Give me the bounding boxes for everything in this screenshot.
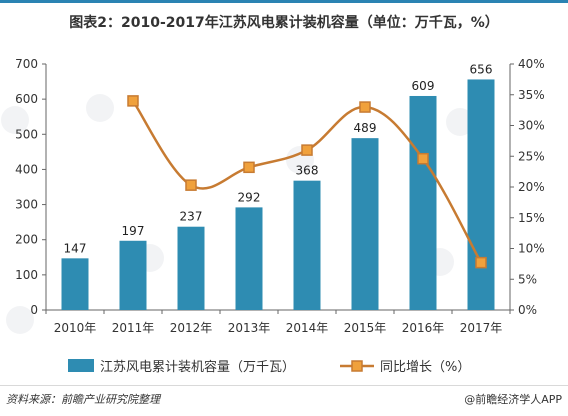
growth-marker xyxy=(185,179,197,191)
bar-data-label: 197 xyxy=(122,224,145,238)
x-tick-label: 2013年 xyxy=(228,321,271,335)
right-tick-label: 35% xyxy=(518,88,545,102)
bar-data-label: 237 xyxy=(180,210,203,224)
x-tick-label: 2017年 xyxy=(460,321,503,335)
bar xyxy=(177,226,205,310)
right-tick-label: 0% xyxy=(518,303,537,317)
bar-data-label: 489 xyxy=(354,121,377,135)
watermark-logo-icon xyxy=(86,94,114,122)
x-tick-label: 2016年 xyxy=(402,321,445,335)
bar xyxy=(293,180,321,310)
bar xyxy=(409,95,437,310)
chart-title: 图表2：2010-2017年江苏风电累计装机容量（单位：万千瓦，%） xyxy=(69,15,499,31)
left-tick-label: 700 xyxy=(15,57,38,71)
left-tick-label: 0 xyxy=(30,303,38,317)
x-tick-label: 2012年 xyxy=(170,321,213,335)
bar xyxy=(467,79,495,310)
right-tick-label: 20% xyxy=(518,180,545,194)
growth-marker xyxy=(417,152,429,165)
bar-data-label: 292 xyxy=(238,190,261,204)
watermark-circle xyxy=(6,306,34,334)
legend-marker-swatch xyxy=(351,360,363,372)
x-tick-label: 2015年 xyxy=(344,321,387,335)
x-tick-label: 2011年 xyxy=(112,321,155,335)
right-tick-label: 5% xyxy=(518,272,537,286)
x-tick-label: 2010年 xyxy=(54,321,97,335)
watermark-logo-icon xyxy=(6,306,34,334)
watermark-logo-icon xyxy=(446,108,474,136)
footer-divider xyxy=(0,385,568,386)
left-tick-label: 100 xyxy=(15,268,38,282)
legend-line-label: 同比增长（%） xyxy=(380,360,470,375)
growth-marker xyxy=(243,161,255,174)
bar xyxy=(61,258,89,310)
bar xyxy=(351,138,379,310)
left-tick-label: 300 xyxy=(15,198,38,212)
left-tick-label: 400 xyxy=(15,162,38,176)
x-tick-label: 2014年 xyxy=(286,321,329,335)
left-tick-label: 500 xyxy=(15,127,38,141)
bar-data-label: 147 xyxy=(64,241,87,255)
watermark-circle xyxy=(1,106,29,134)
left-tick-label: 200 xyxy=(15,233,38,247)
bar xyxy=(235,207,263,310)
left-tick-label: 600 xyxy=(15,92,38,106)
watermark-circle xyxy=(86,94,114,122)
legend-bar-swatch xyxy=(68,359,94,372)
right-tick-label: 30% xyxy=(518,119,545,133)
right-tick-label: 15% xyxy=(518,211,545,225)
watermark-logo-icon xyxy=(1,106,29,134)
app-watermark-text: @前瞻经济学人APP xyxy=(464,393,562,406)
title-bar: 图表2：2010-2017年江苏风电累计装机容量（单位：万千瓦，%） xyxy=(0,0,568,46)
bar-data-label: 656 xyxy=(470,62,493,76)
legend-bar-label: 江苏风电累计装机容量（万千瓦） xyxy=(100,359,295,375)
right-tick-label: 40% xyxy=(518,57,545,71)
right-tick-label: 25% xyxy=(518,149,545,163)
bar xyxy=(119,240,147,310)
growth-marker xyxy=(475,256,487,269)
source-note: 资料来源：前瞻产业研究院整理 xyxy=(6,393,160,406)
growth-marker xyxy=(359,101,371,113)
bar-data-label: 368 xyxy=(296,164,319,178)
right-tick-label: 10% xyxy=(518,242,545,256)
growth-marker xyxy=(301,144,313,156)
growth-marker xyxy=(127,95,139,107)
bar-data-label: 609 xyxy=(412,79,435,93)
watermark-circle xyxy=(446,108,474,136)
